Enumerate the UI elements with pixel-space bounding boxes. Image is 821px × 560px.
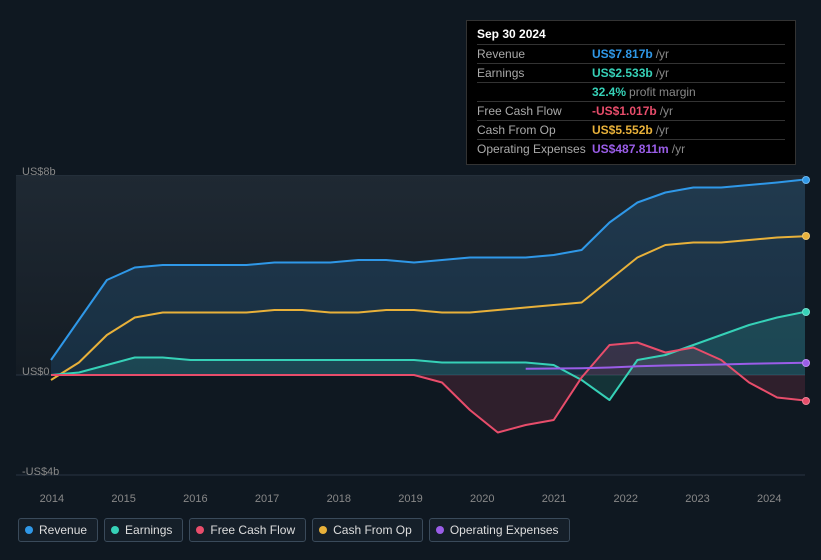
tooltip-metric-label: Cash From Op xyxy=(477,123,592,137)
financials-chart[interactable] xyxy=(16,175,805,485)
legend-item-revenue[interactable]: Revenue xyxy=(18,518,98,542)
chart-tooltip: Sep 30 2024 RevenueUS$7.817b/yrEarningsU… xyxy=(466,20,796,165)
x-axis-label: 2018 xyxy=(303,493,375,505)
tooltip-metric-value: US$7.817b xyxy=(592,47,653,61)
x-axis-label: 2017 xyxy=(231,493,303,505)
tooltip-metric-unit: /yr xyxy=(656,123,669,137)
tooltip-metric-label xyxy=(477,85,592,99)
tooltip-metric-unit: /yr xyxy=(656,47,669,61)
x-axis-label: 2019 xyxy=(375,493,447,505)
tooltip-metric-unit: /yr xyxy=(656,66,669,80)
x-axis-label: 2024 xyxy=(733,493,805,505)
x-axis-label: 2015 xyxy=(88,493,160,505)
legend-item-cash-from-op[interactable]: Cash From Op xyxy=(312,518,423,542)
tooltip-metric-value: 32.4% xyxy=(592,85,626,99)
y-axis-label: US$0 xyxy=(22,366,50,378)
legend-item-operating-expenses[interactable]: Operating Expenses xyxy=(429,518,570,542)
tooltip-row: RevenueUS$7.817b/yr xyxy=(477,44,785,63)
chart-legend: Revenue Earnings Free Cash Flow Cash From O… xyxy=(18,518,570,542)
x-axis-label: 2022 xyxy=(590,493,662,505)
series-endpoint-dot xyxy=(802,176,810,184)
legend-dot-icon xyxy=(25,526,33,534)
legend-item-free-cash-flow[interactable]: Free Cash Flow xyxy=(189,518,306,542)
series-endpoint-dot xyxy=(802,359,810,367)
legend-item-earnings[interactable]: Earnings xyxy=(104,518,183,542)
series-endpoint-dot xyxy=(802,308,810,316)
tooltip-metric-label: Free Cash Flow xyxy=(477,104,592,118)
tooltip-metric-unit: /yr xyxy=(660,104,673,118)
tooltip-row: Operating ExpensesUS$487.811m/yr xyxy=(477,139,785,158)
series-endpoint-dot xyxy=(802,397,810,405)
x-axis-label: 2016 xyxy=(159,493,231,505)
tooltip-metric-unit: /yr xyxy=(672,142,685,156)
x-axis: 2014201520162017201820192020202120222023… xyxy=(16,493,805,505)
x-axis-label: 2023 xyxy=(662,493,734,505)
tooltip-date: Sep 30 2024 xyxy=(477,27,785,41)
tooltip-metric-value: US$5.552b xyxy=(592,123,653,137)
x-axis-label: 2020 xyxy=(446,493,518,505)
legend-label: Operating Expenses xyxy=(450,523,559,537)
legend-label: Cash From Op xyxy=(333,523,412,537)
y-axis-label: -US$4b xyxy=(22,466,59,478)
tooltip-metric-unit: profit margin xyxy=(629,85,696,99)
legend-label: Free Cash Flow xyxy=(210,523,295,537)
legend-label: Earnings xyxy=(125,523,172,537)
x-axis-label: 2014 xyxy=(16,493,88,505)
series-endpoint-dot xyxy=(802,232,810,240)
tooltip-row: Cash From OpUS$5.552b/yr xyxy=(477,120,785,139)
legend-label: Revenue xyxy=(39,523,87,537)
tooltip-metric-label: Operating Expenses xyxy=(477,142,592,156)
y-axis-label: US$8b xyxy=(22,166,56,178)
x-axis-label: 2021 xyxy=(518,493,590,505)
legend-dot-icon xyxy=(436,526,444,534)
tooltip-metric-value: US$2.533b xyxy=(592,66,653,80)
tooltip-metric-label: Revenue xyxy=(477,47,592,61)
tooltip-metric-label: Earnings xyxy=(477,66,592,80)
tooltip-metric-value: US$487.811m xyxy=(592,142,669,156)
tooltip-row: 32.4%profit margin xyxy=(477,82,785,101)
tooltip-row: Free Cash Flow-US$1.017b/yr xyxy=(477,101,785,120)
tooltip-metric-value: -US$1.017b xyxy=(592,104,657,118)
tooltip-row: EarningsUS$2.533b/yr xyxy=(477,63,785,82)
legend-dot-icon xyxy=(319,526,327,534)
legend-dot-icon xyxy=(111,526,119,534)
legend-dot-icon xyxy=(196,526,204,534)
